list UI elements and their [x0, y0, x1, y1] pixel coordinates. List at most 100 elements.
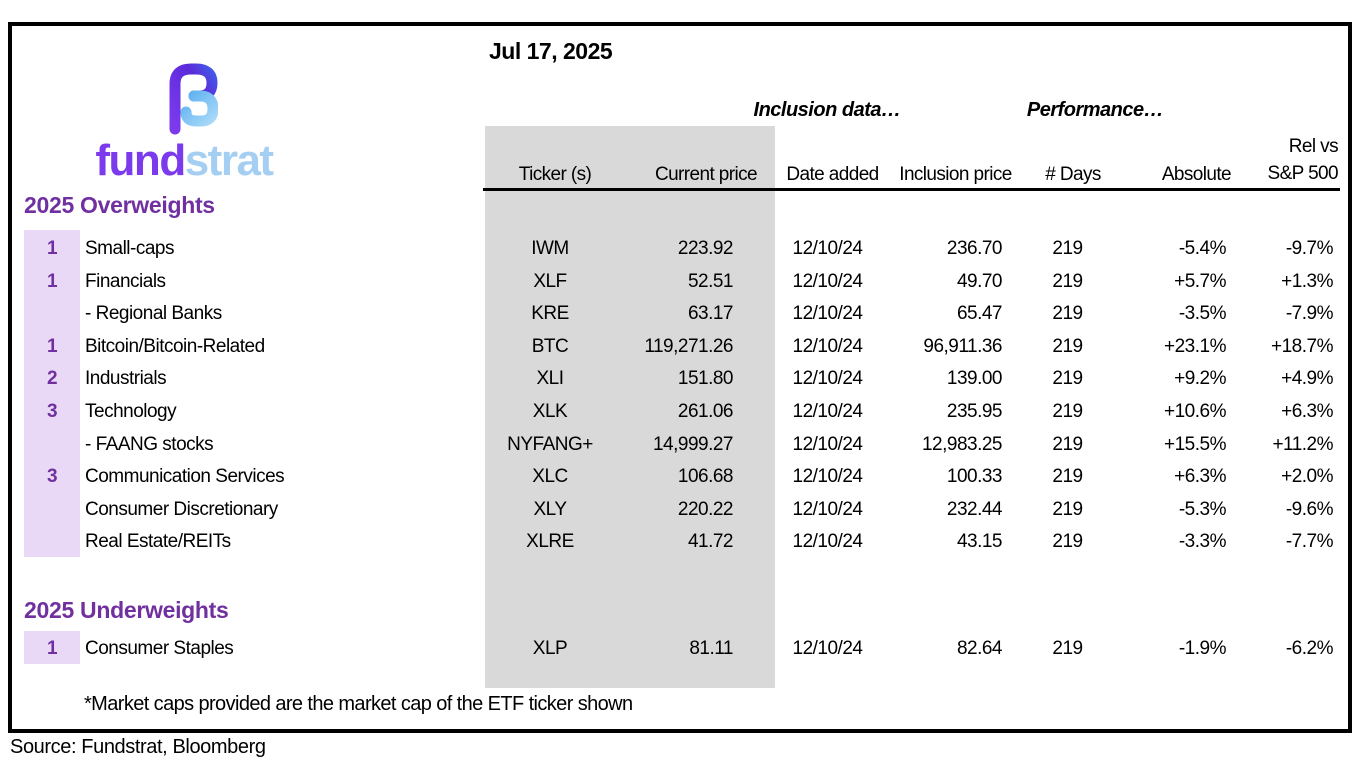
category-label: Small-caps [85, 238, 174, 259]
current-price-cell: 106.68 [677, 466, 734, 487]
report-date: Jul 17, 2025 [489, 38, 613, 64]
table-row-communication-services: 3 Communication Services XLC 106.68 12/1… [0, 460, 1358, 493]
relative-perf-cell: -6.2% [1285, 638, 1334, 659]
inclusion-price-cell: 43.15 [956, 531, 1003, 552]
days-cell: 219 [1052, 303, 1083, 324]
date-added-cell: 12/10/24 [792, 271, 863, 292]
rank-badge: 3 [46, 466, 58, 487]
absolute-perf-cell: -5.3% [1178, 499, 1227, 520]
column-header-inclusion-price: Inclusion price [899, 164, 1012, 185]
column-header-absolute: Absolute [1161, 164, 1232, 185]
table-row-financials: 1 Financials XLF 52.51 12/10/24 49.70 21… [0, 265, 1358, 298]
date-added-cell: 12/10/24 [792, 238, 863, 259]
table-row-bitcoin: 1 Bitcoin/Bitcoin-Related BTC 119,271.26… [0, 330, 1358, 363]
days-cell: 219 [1052, 271, 1083, 292]
date-added-cell: 12/10/24 [792, 531, 863, 552]
date-added-cell: 12/10/24 [792, 401, 863, 422]
column-header-date-added: Date added [786, 164, 879, 185]
inclusion-price-cell: 65.47 [956, 303, 1003, 324]
current-price-cell: 261.06 [677, 401, 734, 422]
overweights-rank-highlight-column [24, 230, 80, 557]
ticker-cell: XLY [533, 499, 567, 520]
ticker-cell: XLC [532, 466, 568, 487]
rank-badge [24, 428, 80, 461]
inclusion-price-cell: 236.70 [946, 238, 1003, 259]
column-header-rel-vs-sp500: Rel vs S&P 500 [1231, 133, 1339, 187]
absolute-perf-cell: -1.9% [1178, 638, 1227, 659]
relative-perf-cell: -9.7% [1285, 238, 1334, 259]
underweights-section-title: 2025 Underweights [24, 597, 229, 623]
inclusion-data-group-header: Inclusion data… [753, 99, 901, 121]
column-header-ticker: Ticker (s) [518, 164, 592, 185]
current-price-cell: 41.72 [687, 531, 734, 552]
column-header-current-price: Current price [654, 164, 758, 185]
underweights-rank-highlight-cell [24, 631, 80, 664]
ticker-cell: XLK [532, 401, 568, 422]
relative-perf-cell: +6.3% [1281, 401, 1333, 422]
absolute-perf-cell: -5.4% [1178, 238, 1227, 259]
current-price-cell: 52.51 [687, 271, 734, 292]
absolute-perf-cell: +10.6% [1164, 401, 1226, 422]
category-label: Technology [85, 401, 177, 422]
days-cell: 219 [1052, 638, 1083, 659]
days-cell: 219 [1052, 401, 1083, 422]
ticker-cell: IWM [531, 238, 569, 259]
wordmark-fund: fund [95, 136, 186, 185]
days-cell: 219 [1052, 434, 1083, 455]
ticker-cell: XLP [532, 638, 568, 659]
table-row-industrials: 2 Industrials XLI 151.80 12/10/24 139.00… [0, 362, 1358, 395]
rank-badge: 1 [46, 271, 58, 292]
relative-perf-cell: +11.2% [1272, 434, 1333, 455]
header-underline [483, 188, 1340, 191]
current-price-cell: 220.22 [677, 499, 734, 520]
absolute-perf-cell: +23.1% [1164, 336, 1226, 357]
inclusion-price-cell: 139.00 [946, 368, 1003, 389]
days-cell: 219 [1052, 499, 1083, 520]
days-cell: 219 [1052, 336, 1083, 357]
column-header-days: # Days [1045, 164, 1101, 185]
relative-perf-cell: +4.9% [1281, 368, 1333, 389]
rank-badge: 1 [46, 238, 58, 259]
inclusion-price-cell: 235.95 [946, 401, 1003, 422]
current-price-cell: 63.17 [687, 303, 734, 324]
category-label: Financials [85, 271, 166, 292]
rank-badge [24, 493, 80, 526]
performance-group-header: Performance… [1026, 99, 1164, 121]
date-added-cell: 12/10/24 [792, 303, 863, 324]
table-row-regional-banks: - Regional Banks KRE 63.17 12/10/24 65.4… [0, 297, 1358, 330]
absolute-perf-cell: -3.3% [1178, 531, 1227, 552]
rel-vs-line1: Rel vs [1288, 136, 1339, 157]
relative-perf-cell: +1.3% [1281, 271, 1333, 292]
inclusion-price-cell: 82.64 [956, 638, 1003, 659]
inclusion-price-cell: 96,911.36 [923, 336, 1002, 357]
relative-perf-cell: -7.9% [1285, 303, 1334, 324]
fundstrat-logo-icon [169, 63, 218, 135]
category-label: Consumer Discretionary [85, 499, 278, 520]
category-label: - Regional Banks [85, 303, 222, 324]
table-row-consumer-staples: 1 Consumer Staples XLP 81.11 12/10/24 82… [0, 632, 1358, 665]
table-row-real-estate: Real Estate/REITs XLRE 41.72 12/10/24 43… [0, 525, 1358, 558]
current-price-cell: 223.92 [677, 238, 734, 259]
days-cell: 219 [1052, 368, 1083, 389]
inclusion-price-cell: 100.33 [946, 466, 1003, 487]
category-label: Bitcoin/Bitcoin-Related [85, 336, 265, 357]
current-price-cell: 14,999.27 [652, 434, 734, 455]
rank-badge [24, 297, 80, 330]
table-row-consumer-discretionary: Consumer Discretionary XLY 220.22 12/10/… [0, 493, 1358, 526]
category-label: Consumer Staples [85, 638, 234, 659]
table-row-small-caps: 1 Small-caps IWM 223.92 12/10/24 236.70 … [0, 232, 1358, 265]
category-label: Real Estate/REITs [85, 531, 231, 552]
overweights-section-title: 2025 Overweights [24, 192, 215, 218]
inclusion-price-cell: 12,983.25 [921, 434, 1003, 455]
table-row-faang: - FAANG stocks NYFANG+ 14,999.27 12/10/2… [0, 428, 1358, 461]
source-attribution: Source: Fundstrat, Bloomberg [10, 736, 266, 758]
current-price-cell: 119,271.26 [644, 336, 733, 357]
relative-perf-cell: +18.7% [1271, 336, 1333, 357]
date-added-cell: 12/10/24 [792, 466, 863, 487]
relative-perf-cell: -9.6% [1285, 499, 1334, 520]
days-cell: 219 [1052, 238, 1083, 259]
days-cell: 219 [1052, 531, 1083, 552]
ticker-cell: KRE [531, 303, 569, 324]
date-added-cell: 12/10/24 [792, 368, 863, 389]
ticker-price-shaded-column [485, 126, 775, 688]
